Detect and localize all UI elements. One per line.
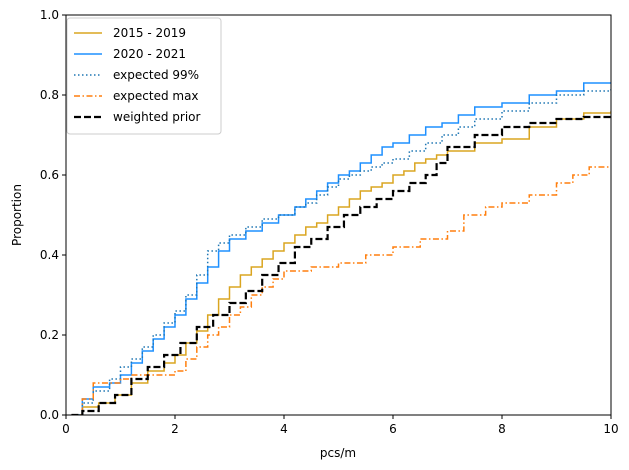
x-tick-label: 0 bbox=[62, 422, 70, 436]
plot-frame bbox=[65, 14, 612, 416]
legend-label: 2020 - 2021 bbox=[113, 47, 186, 61]
legend-label: 2015 - 2019 bbox=[113, 26, 186, 40]
x-tick-label: 8 bbox=[498, 422, 506, 436]
series-line-2 bbox=[71, 87, 611, 415]
x-tick-label: 2 bbox=[171, 422, 179, 436]
series-line-4 bbox=[71, 115, 611, 415]
legend-box bbox=[66, 17, 222, 135]
x-axis-label: pcs/m bbox=[320, 446, 356, 460]
series-line-0 bbox=[71, 111, 611, 415]
x-tick-label: 6 bbox=[389, 422, 397, 436]
x-axis: 0 2 4 6 8 10 bbox=[62, 415, 619, 436]
y-axis-label: Proportion bbox=[10, 184, 24, 246]
legend-label: expected 99% bbox=[113, 68, 199, 82]
y-tick-label: 0.4 bbox=[40, 248, 59, 262]
legend: 2015 - 2019 2020 - 2021 expected 99% expect… bbox=[66, 17, 222, 135]
legend-label: weighted prior bbox=[113, 110, 201, 124]
y-tick-label: 1.0 bbox=[40, 8, 59, 22]
legend-label: expected max bbox=[113, 89, 199, 103]
y-tick-label: 0.0 bbox=[40, 408, 59, 422]
y-axis: 0.0 0.2 0.4 0.6 0.8 1.0 bbox=[40, 8, 66, 422]
x-tick-label: 4 bbox=[280, 422, 288, 436]
y-tick-label: 0.2 bbox=[40, 328, 59, 342]
y-tick-label: 0.6 bbox=[40, 168, 59, 182]
x-tick-label: 10 bbox=[603, 422, 618, 436]
series-layer bbox=[71, 82, 611, 415]
y-tick-label: 0.8 bbox=[40, 88, 59, 102]
series-line-3 bbox=[71, 166, 611, 415]
